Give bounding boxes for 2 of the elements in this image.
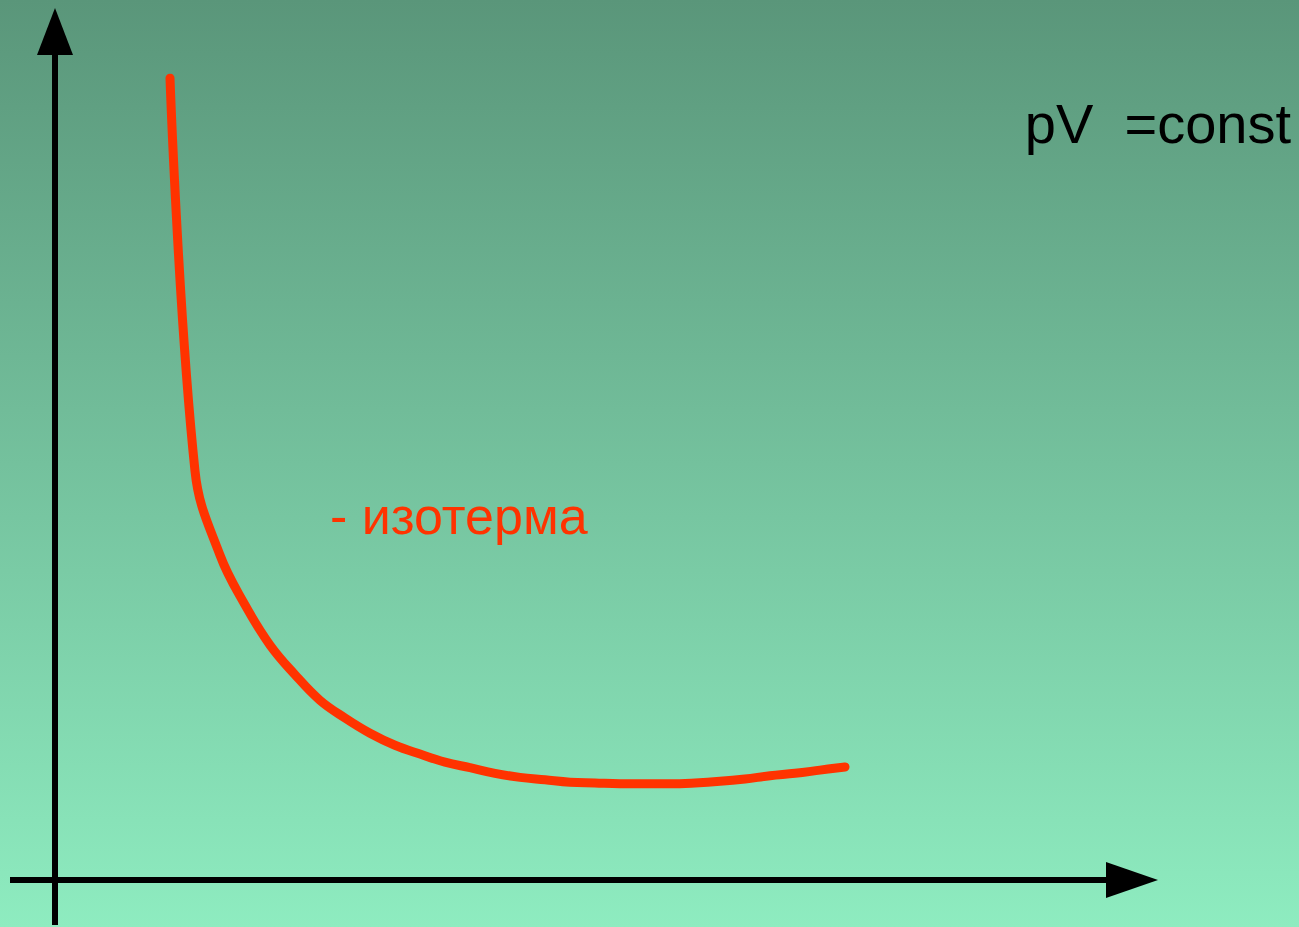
series-label: - изотерма	[330, 487, 588, 545]
text: pV =const	[1024, 91, 1292, 155]
